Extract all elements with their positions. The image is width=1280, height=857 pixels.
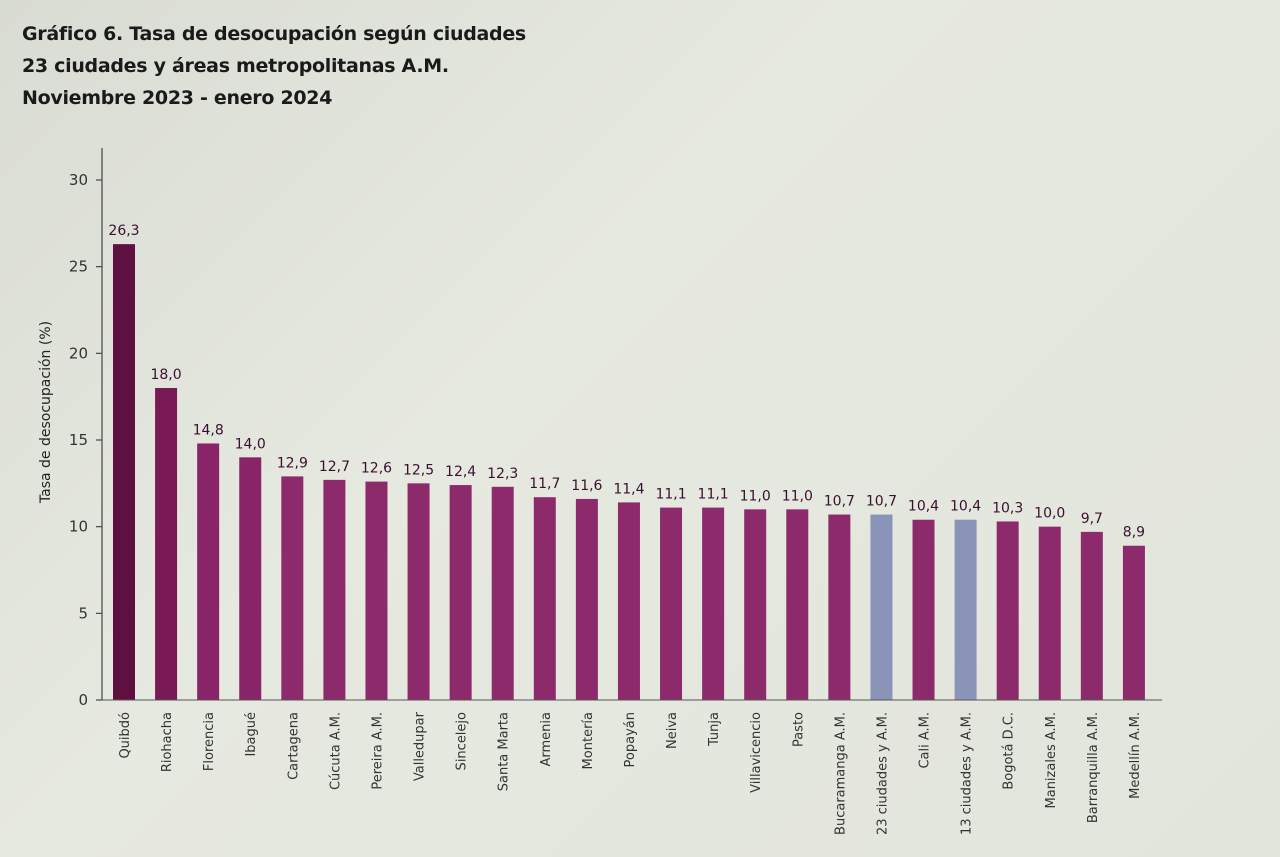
- bar-value-label: 10,7: [866, 494, 897, 510]
- bar: [702, 507, 725, 700]
- bar-value-label: 12,9: [277, 455, 308, 471]
- category-label: Medellín A.M.: [1128, 712, 1143, 799]
- category-label: Santa Marta: [497, 712, 512, 791]
- bar: [617, 502, 640, 700]
- bar-value-label: 11,0: [782, 488, 813, 504]
- bar-value-label: 12,5: [403, 462, 434, 478]
- category-label: Villavicencio: [749, 712, 764, 793]
- bar: [113, 244, 135, 700]
- bar: [828, 514, 851, 700]
- category-label: Manizales A.M.: [1044, 712, 1059, 808]
- y-tick-label: 20: [69, 344, 88, 362]
- y-axis: 0 5 10 15 20 25 30 Tasa de desocupación (%): [38, 148, 103, 709]
- category-label: 23 ciudades y A.M.: [875, 712, 890, 835]
- bar: [660, 507, 683, 700]
- category-label: Neiva: [665, 712, 680, 749]
- bar: [281, 476, 304, 700]
- bar: [533, 497, 556, 700]
- bar-value-label: 12,6: [361, 461, 392, 477]
- bar: [365, 481, 388, 700]
- y-tick-label: 30: [69, 171, 88, 189]
- bar: [744, 509, 767, 700]
- bar-value-label: 11,4: [613, 481, 644, 497]
- category-label: Cartagena: [286, 712, 301, 780]
- category-label: Bucaramanga A.M.: [833, 712, 848, 835]
- category-label: Montería: [581, 712, 596, 769]
- bar: [155, 388, 178, 700]
- bars: 26,3 18,0 14,8 14,0 12,9 12,7 12,6 12,5 12,4 12,3…: [108, 223, 1145, 700]
- category-label: Sincelejo: [455, 712, 470, 770]
- category-label: Armenia: [539, 712, 554, 767]
- bar: [575, 498, 598, 700]
- y-tick-label: 5: [78, 604, 88, 622]
- bar-value-label: 12,3: [487, 466, 518, 482]
- category-label: Riohacha: [160, 712, 175, 772]
- category-label: Quibdó: [118, 712, 133, 759]
- bar-value-label: 14,0: [235, 436, 266, 452]
- bar-value-label: 10,0: [1034, 506, 1065, 522]
- category-label: Pasto: [791, 712, 806, 747]
- bar-value-label: 14,8: [193, 422, 224, 438]
- category-label: Tunja: [707, 712, 722, 747]
- chart-subtitle: 23 ciudades y áreas metropolitanas A.M.: [22, 55, 449, 77]
- bar-value-label: 11,7: [529, 476, 560, 492]
- bar-value-label: 18,0: [150, 367, 181, 383]
- category-label: Popayán: [623, 712, 638, 767]
- category-label: Bogotá D.C.: [1002, 712, 1017, 790]
- bar: [239, 457, 262, 700]
- category-label: Valledupar: [413, 711, 428, 781]
- chart-period: Noviembre 2023 - enero 2024: [22, 87, 333, 109]
- bar-value-label: 12,4: [445, 464, 476, 480]
- bar-value-label: 8,9: [1123, 525, 1145, 541]
- bar-value-label: 11,1: [698, 487, 729, 503]
- bar-value-label: 10,7: [824, 494, 855, 510]
- bar-value-label: 10,4: [950, 499, 981, 515]
- category-label: Barranquilla A.M.: [1086, 712, 1101, 823]
- bar-value-label: 11,1: [655, 487, 686, 503]
- bar: [323, 479, 346, 700]
- category-label: Florencia: [202, 712, 217, 771]
- chart-title: Gráfico 6. Tasa de desocupación según ci…: [22, 23, 526, 45]
- bar-value-label: 26,3: [108, 223, 139, 239]
- bar: [912, 519, 935, 700]
- bar: [954, 519, 977, 700]
- bar-value-label: 11,6: [571, 478, 602, 494]
- y-axis-title: Tasa de desocupación (%): [38, 321, 54, 504]
- y-tick-label: 15: [69, 431, 88, 449]
- y-tick-label: 0: [78, 691, 88, 709]
- bar-value-label: 9,7: [1081, 511, 1103, 527]
- x-axis: Quibdó Riohacha Florencia Ibagué Cartagena Cú…: [102, 699, 1162, 835]
- bar: [1122, 545, 1145, 700]
- category-label: Cali A.M.: [918, 712, 933, 769]
- bar-value-label: 10,4: [908, 499, 939, 515]
- y-tick-label: 25: [69, 258, 88, 276]
- bar: [407, 483, 430, 700]
- bar: [1038, 526, 1061, 700]
- category-label: Ibagué: [244, 712, 259, 757]
- bar: [786, 509, 809, 700]
- category-label: Pereira A.M.: [370, 712, 385, 790]
- chart-title-block: Gráfico 6. Tasa de desocupación según ci…: [22, 18, 526, 114]
- bar: [491, 486, 514, 700]
- bar: [449, 485, 472, 700]
- category-label: 13 ciudades y A.M.: [960, 712, 975, 835]
- bar: [197, 443, 220, 700]
- bar-value-label: 11,0: [740, 488, 771, 504]
- bar: [1080, 531, 1103, 700]
- bar-value-label: 10,3: [992, 500, 1023, 516]
- category-label: Cúcuta A.M.: [328, 712, 343, 790]
- bar: [996, 521, 1019, 700]
- bar-value-label: 12,7: [319, 459, 350, 475]
- bar: [870, 514, 893, 700]
- y-tick-label: 10: [69, 518, 88, 536]
